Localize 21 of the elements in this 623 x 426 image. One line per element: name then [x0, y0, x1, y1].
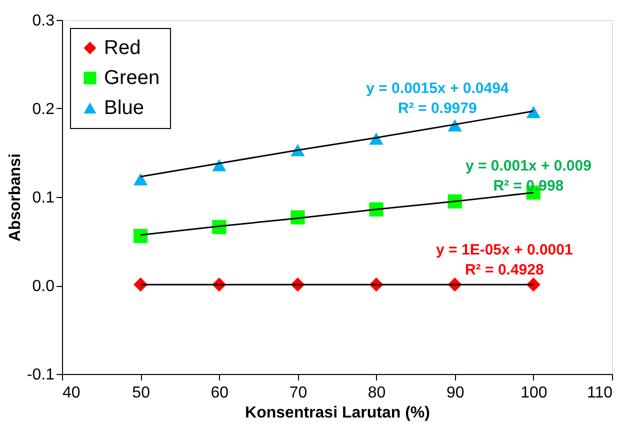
- y-tick-label: 0.1: [32, 190, 55, 206]
- legend-label: Red: [104, 37, 141, 59]
- legend-label: Green: [104, 67, 160, 89]
- x-tick-label: 50: [132, 384, 150, 402]
- x-tick-label: 60: [210, 384, 229, 402]
- y-tick-label: 0.3: [32, 12, 55, 30]
- x-tick-label: 40: [62, 384, 80, 402]
- y-tick-label: 0.2: [32, 101, 55, 118]
- y-tick-label: 0.0: [32, 278, 55, 295]
- x-tick-label: 70: [289, 384, 308, 402]
- annotation: y = 0.0015x + 0.0494 R² = 0.9979: [366, 80, 510, 118]
- x-tick-label: 80: [368, 384, 386, 402]
- x-axis-title: Konsentrasi Larutan (%): [245, 404, 430, 422]
- x-tick-label: 90: [446, 384, 464, 402]
- legend-label: Blue: [104, 97, 144, 119]
- y-axis-title: Absorbansi: [6, 153, 24, 242]
- annotation: y = 1E-05x + 0.0001 R² = 0.4928: [436, 242, 573, 279]
- annotation: y = 0.001x + 0.009 R² = 0.998: [465, 158, 592, 195]
- x-tick-label: 110: [586, 384, 613, 402]
- x-tick-label: 100: [520, 384, 548, 402]
- y-tick-label: -0.1: [26, 366, 55, 384]
